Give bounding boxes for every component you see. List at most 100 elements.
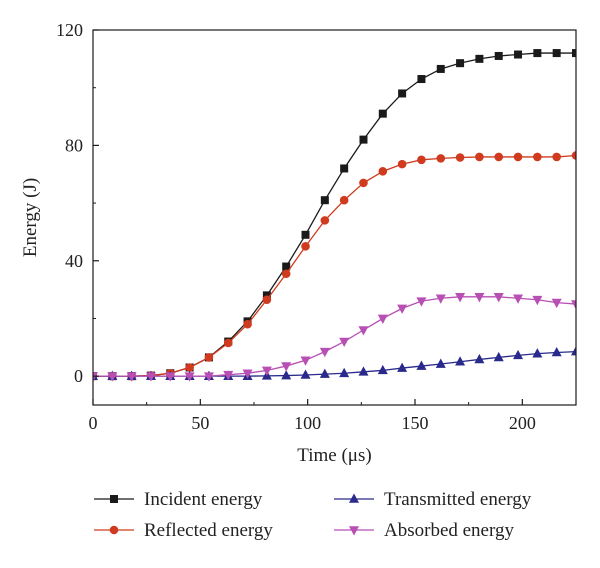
series-4-point	[93, 372, 98, 382]
series-4-point	[571, 300, 576, 310]
series-2-point	[533, 152, 542, 162]
series-3-point	[377, 364, 388, 375]
series-1-point	[398, 89, 407, 98]
series-line-1	[93, 52, 576, 377]
series-2-point	[513, 152, 523, 162]
series-2-point	[204, 353, 214, 362]
plot-area	[93, 49, 576, 382]
series-2-point	[301, 242, 310, 251]
series-2-point	[359, 178, 368, 188]
x-tick-label: 0	[89, 413, 98, 433]
series-4-point	[165, 372, 176, 382]
series-2-point	[475, 152, 484, 162]
series-4-point	[339, 337, 350, 348]
series-3-point	[319, 368, 330, 378]
y-tick-label: 120	[56, 20, 83, 40]
series-4-point	[532, 295, 543, 306]
series-4-point	[203, 372, 214, 382]
series-1-point	[282, 262, 291, 271]
series-1-point	[262, 291, 271, 300]
series-4-point	[397, 304, 408, 314]
series-2-point	[455, 153, 465, 162]
series-2-point	[281, 269, 291, 279]
series-3-point	[493, 351, 504, 362]
series-4-point	[223, 370, 234, 381]
series-2-point	[571, 151, 576, 160]
x-tick-label: 50	[191, 413, 209, 433]
series-1-point	[359, 135, 368, 144]
series-group	[93, 49, 576, 382]
series-2-point	[397, 159, 407, 169]
series-3-point	[435, 358, 446, 368]
series-4-point	[358, 326, 369, 336]
series-2-point	[243, 319, 252, 329]
legend-item-1: Incident energy	[94, 489, 263, 510]
series-4-point	[242, 369, 253, 379]
series-2-point	[262, 295, 272, 305]
series-1-point	[301, 230, 310, 239]
series-1-point	[456, 59, 465, 68]
series-2-point	[320, 216, 330, 225]
series-4-point	[281, 362, 292, 372]
series-4-point	[184, 372, 195, 382]
series-4-point	[455, 293, 466, 303]
y-tick-label: 0	[74, 366, 83, 386]
legend-label: Incident energy	[144, 489, 263, 510]
series-1-point	[475, 54, 484, 63]
series-2-point	[223, 338, 233, 348]
series-2-point	[339, 195, 349, 205]
series-2-point	[494, 152, 504, 162]
series-1-point	[320, 196, 329, 205]
series-4-point	[319, 347, 330, 358]
axes: 0 50 100 150 200 0 40 80 120	[56, 20, 577, 433]
x-tick-label: 100	[294, 413, 321, 433]
series-4-point	[377, 314, 388, 324]
legend-label: Reflected energy	[144, 520, 273, 541]
series-3-point	[513, 349, 524, 360]
series-3-point	[358, 366, 369, 376]
legend-marker	[349, 493, 359, 503]
series-4-point	[416, 297, 427, 307]
series-1-point	[436, 64, 445, 73]
y-axis-title: Energy (J)	[20, 178, 41, 257]
series-2-point	[552, 152, 561, 162]
series-4-point	[513, 294, 524, 304]
legend-label: Transmitted energy	[384, 489, 532, 510]
series-1-point	[514, 50, 523, 59]
series-4-point	[261, 366, 272, 376]
x-tick-label: 150	[402, 413, 429, 433]
series-4-point	[126, 372, 137, 382]
legend-item-4: Absorbed energy	[334, 520, 514, 541]
legend-marker	[110, 495, 118, 503]
series-line-4	[93, 296, 576, 377]
legend-item-3: Transmitted energy	[334, 489, 532, 510]
series-3-point	[397, 362, 408, 372]
series-3-point	[339, 367, 350, 378]
legend-label: Absorbed energy	[384, 520, 514, 541]
series-1-point	[340, 164, 349, 173]
series-3-point	[416, 360, 427, 370]
series-3-point	[532, 348, 543, 358]
series-1-point	[494, 51, 503, 60]
series-1-point	[533, 49, 542, 58]
series-4-point	[145, 372, 156, 382]
series-3-point	[455, 356, 466, 366]
series-3-point	[571, 346, 576, 356]
series-2-point	[378, 167, 388, 176]
legend-marker	[349, 526, 359, 536]
legend: Incident energy Reflected energy Transmitt…	[94, 489, 532, 541]
y-tick-label: 40	[65, 251, 83, 271]
x-tick-label: 200	[509, 413, 536, 433]
series-2-point	[417, 155, 426, 165]
series-3-point	[281, 370, 292, 380]
series-1-point	[572, 49, 576, 58]
series-1-point	[417, 75, 426, 84]
series-3-point	[300, 369, 311, 379]
series-4-point	[493, 293, 504, 303]
series-1-point	[378, 109, 387, 118]
series-4-point	[107, 372, 118, 382]
series-4-point	[300, 356, 311, 366]
legend-item-2: Reflected energy	[94, 520, 273, 541]
